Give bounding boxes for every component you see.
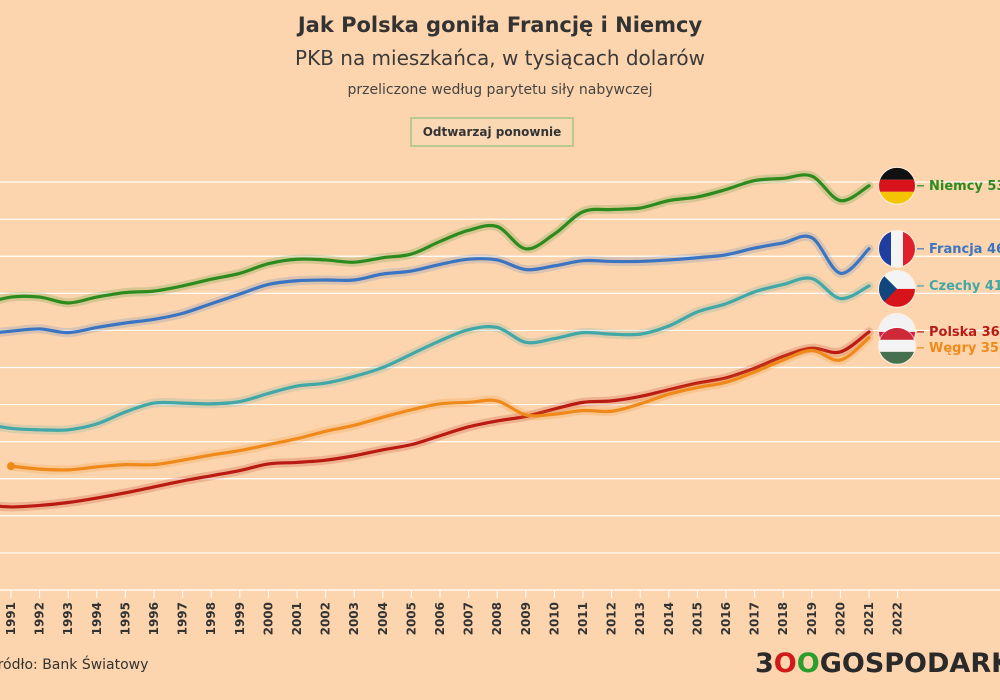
series-line-czechy (0, 276, 871, 432)
replay-button[interactable]: Odtwarzaj ponownie (410, 117, 574, 147)
x-tick-label: 2013 (633, 602, 647, 635)
series-glow (0, 327, 874, 512)
x-tick-label: 1997 (176, 602, 190, 635)
grid (0, 181, 1000, 591)
chart-note: przeliczone według parytetu siły nabywcz… (347, 82, 653, 98)
end-labels: Niemcy 53, Francja 46 Czechy 41, Polska 36,… (878, 166, 1000, 365)
series-line-francja (0, 234, 871, 335)
de-flag-icon (878, 166, 916, 205)
end-label-francja: Francja 46 (929, 242, 1000, 257)
brand-logo: 3OOGOSPODARKA (755, 648, 1000, 679)
series-lines (0, 170, 874, 512)
x-tick-label: 2016 (719, 602, 733, 635)
cz-flag-icon (878, 269, 916, 308)
x-tick-label: 2021 (862, 602, 876, 635)
x-axis-ticks: 1991 1992 1993 1994 1995 1996 1997 1998 1999 2000… (4, 590, 905, 635)
end-label-polska: Polska 36,8 (929, 325, 1000, 340)
x-tick-label: 2004 (376, 602, 390, 635)
x-tick-label: 2022 (891, 602, 905, 635)
x-tick-label: 2009 (519, 602, 533, 635)
x-tick-label: 2000 (261, 602, 275, 635)
x-tick-label: 1998 (204, 602, 218, 635)
end-label-czechy: Czechy 41, (929, 279, 1000, 294)
x-tick-label: 2011 (576, 602, 590, 635)
x-tick-label: 2018 (776, 602, 790, 635)
x-tick-label: 2014 (662, 602, 676, 635)
series-glow (0, 170, 874, 308)
end-label-węgry: Węgry 35,3 (929, 341, 1000, 356)
x-tick-label: 1992 (33, 602, 47, 635)
x-tick-label: 2008 (490, 602, 504, 635)
x-tick-label: 2003 (347, 602, 361, 635)
series-line-polska (0, 330, 871, 509)
series-line-niemcy (0, 173, 871, 305)
x-tick-label: 2002 (319, 602, 333, 635)
source-label: Źródło: Bank Światowy (0, 657, 149, 673)
x-tick-label: 2001 (290, 602, 304, 635)
x-tick-label: 2010 (547, 602, 561, 635)
chart-subtitle: PKB na mieszkańca, w tysiącach dolarów (295, 46, 705, 70)
x-tick-label: 2017 (748, 602, 762, 635)
x-tick-label: 2020 (833, 602, 847, 635)
hu-flag-icon (878, 326, 916, 365)
x-tick-label: 1991 (4, 602, 18, 635)
x-tick-label: 2012 (605, 602, 619, 635)
end-label-niemcy: Niemcy 53, (929, 179, 1000, 194)
series-start-point (7, 462, 15, 471)
x-tick-label: 1993 (61, 602, 75, 635)
x-tick-label: 1994 (90, 602, 104, 635)
x-tick-label: 2007 (462, 602, 476, 635)
x-tick-label: 2006 (433, 602, 447, 635)
x-tick-label: 2005 (404, 602, 418, 635)
x-tick-label: 1999 (233, 602, 247, 635)
fr-flag-icon (878, 229, 916, 268)
chart-title: Jak Polska goniła Francję i Niemcy (297, 13, 703, 37)
series-line-węgry (9, 336, 871, 472)
x-tick-label: 2015 (690, 602, 704, 635)
x-tick-label: 2019 (805, 602, 819, 635)
x-tick-label: 1996 (147, 602, 161, 635)
x-tick-label: 1995 (118, 602, 132, 635)
